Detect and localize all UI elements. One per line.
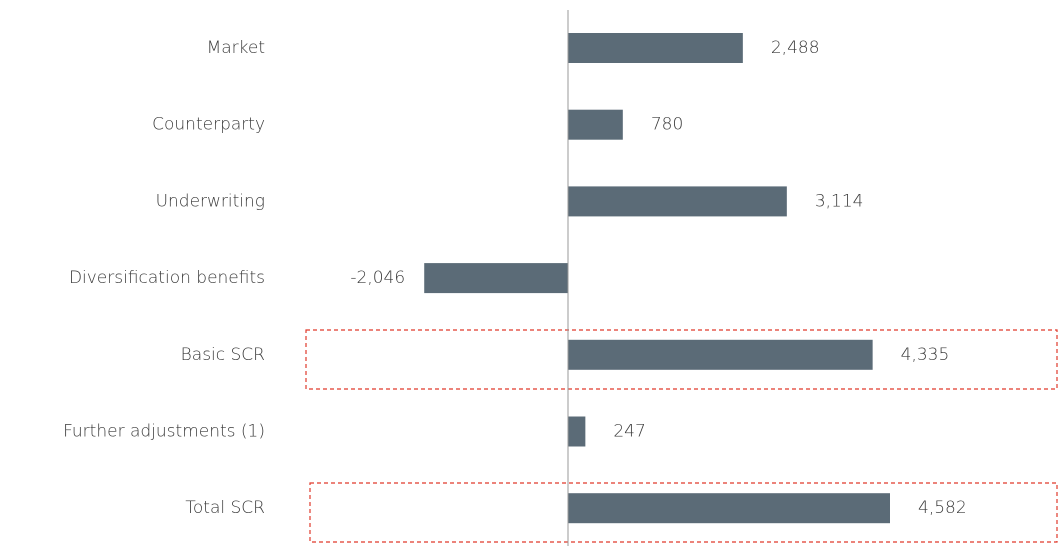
- value-label: 3,114: [815, 191, 864, 211]
- category-label: Further adjustments (1): [63, 422, 265, 442]
- bar: [568, 493, 890, 524]
- value-label: 2,488: [771, 38, 820, 58]
- bar: [568, 186, 787, 217]
- category-label: Basic SCR: [181, 345, 265, 365]
- bar: [568, 33, 743, 63]
- category-label: Counterparty: [152, 115, 265, 135]
- category-label: Total SCR: [185, 498, 265, 518]
- bar: [424, 263, 568, 294]
- value-label: 780: [651, 115, 683, 135]
- value-label: 4,335: [901, 345, 950, 365]
- category-label: Underwriting: [156, 191, 265, 211]
- category-label: Market: [207, 38, 265, 58]
- bar: [568, 339, 873, 370]
- highlight-box: [309, 482, 1058, 543]
- bar: [568, 416, 586, 447]
- value-label: 4,582: [918, 498, 967, 518]
- value-label: -2,046: [350, 268, 405, 288]
- category-label: Diversification benefits: [69, 268, 265, 288]
- value-label: 247: [613, 422, 645, 442]
- bar: [568, 109, 623, 140]
- highlight-box: [305, 329, 1058, 390]
